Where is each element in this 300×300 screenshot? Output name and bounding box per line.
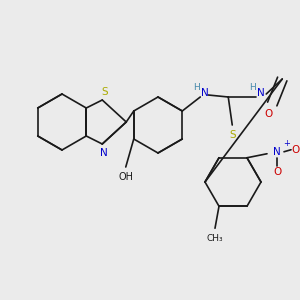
Text: CH₃: CH₃ [207,234,223,243]
Text: O: O [273,167,281,177]
Text: +: + [284,139,290,148]
Text: S: S [101,87,108,97]
Text: O: O [264,109,272,119]
Text: H: H [249,82,256,91]
Text: O: O [291,145,299,155]
Text: N: N [100,148,108,158]
Text: N: N [257,88,265,98]
Text: N: N [201,88,209,98]
Text: S: S [229,130,236,140]
Text: OH: OH [118,172,133,182]
Text: N: N [273,147,281,157]
Text: H: H [193,82,200,91]
